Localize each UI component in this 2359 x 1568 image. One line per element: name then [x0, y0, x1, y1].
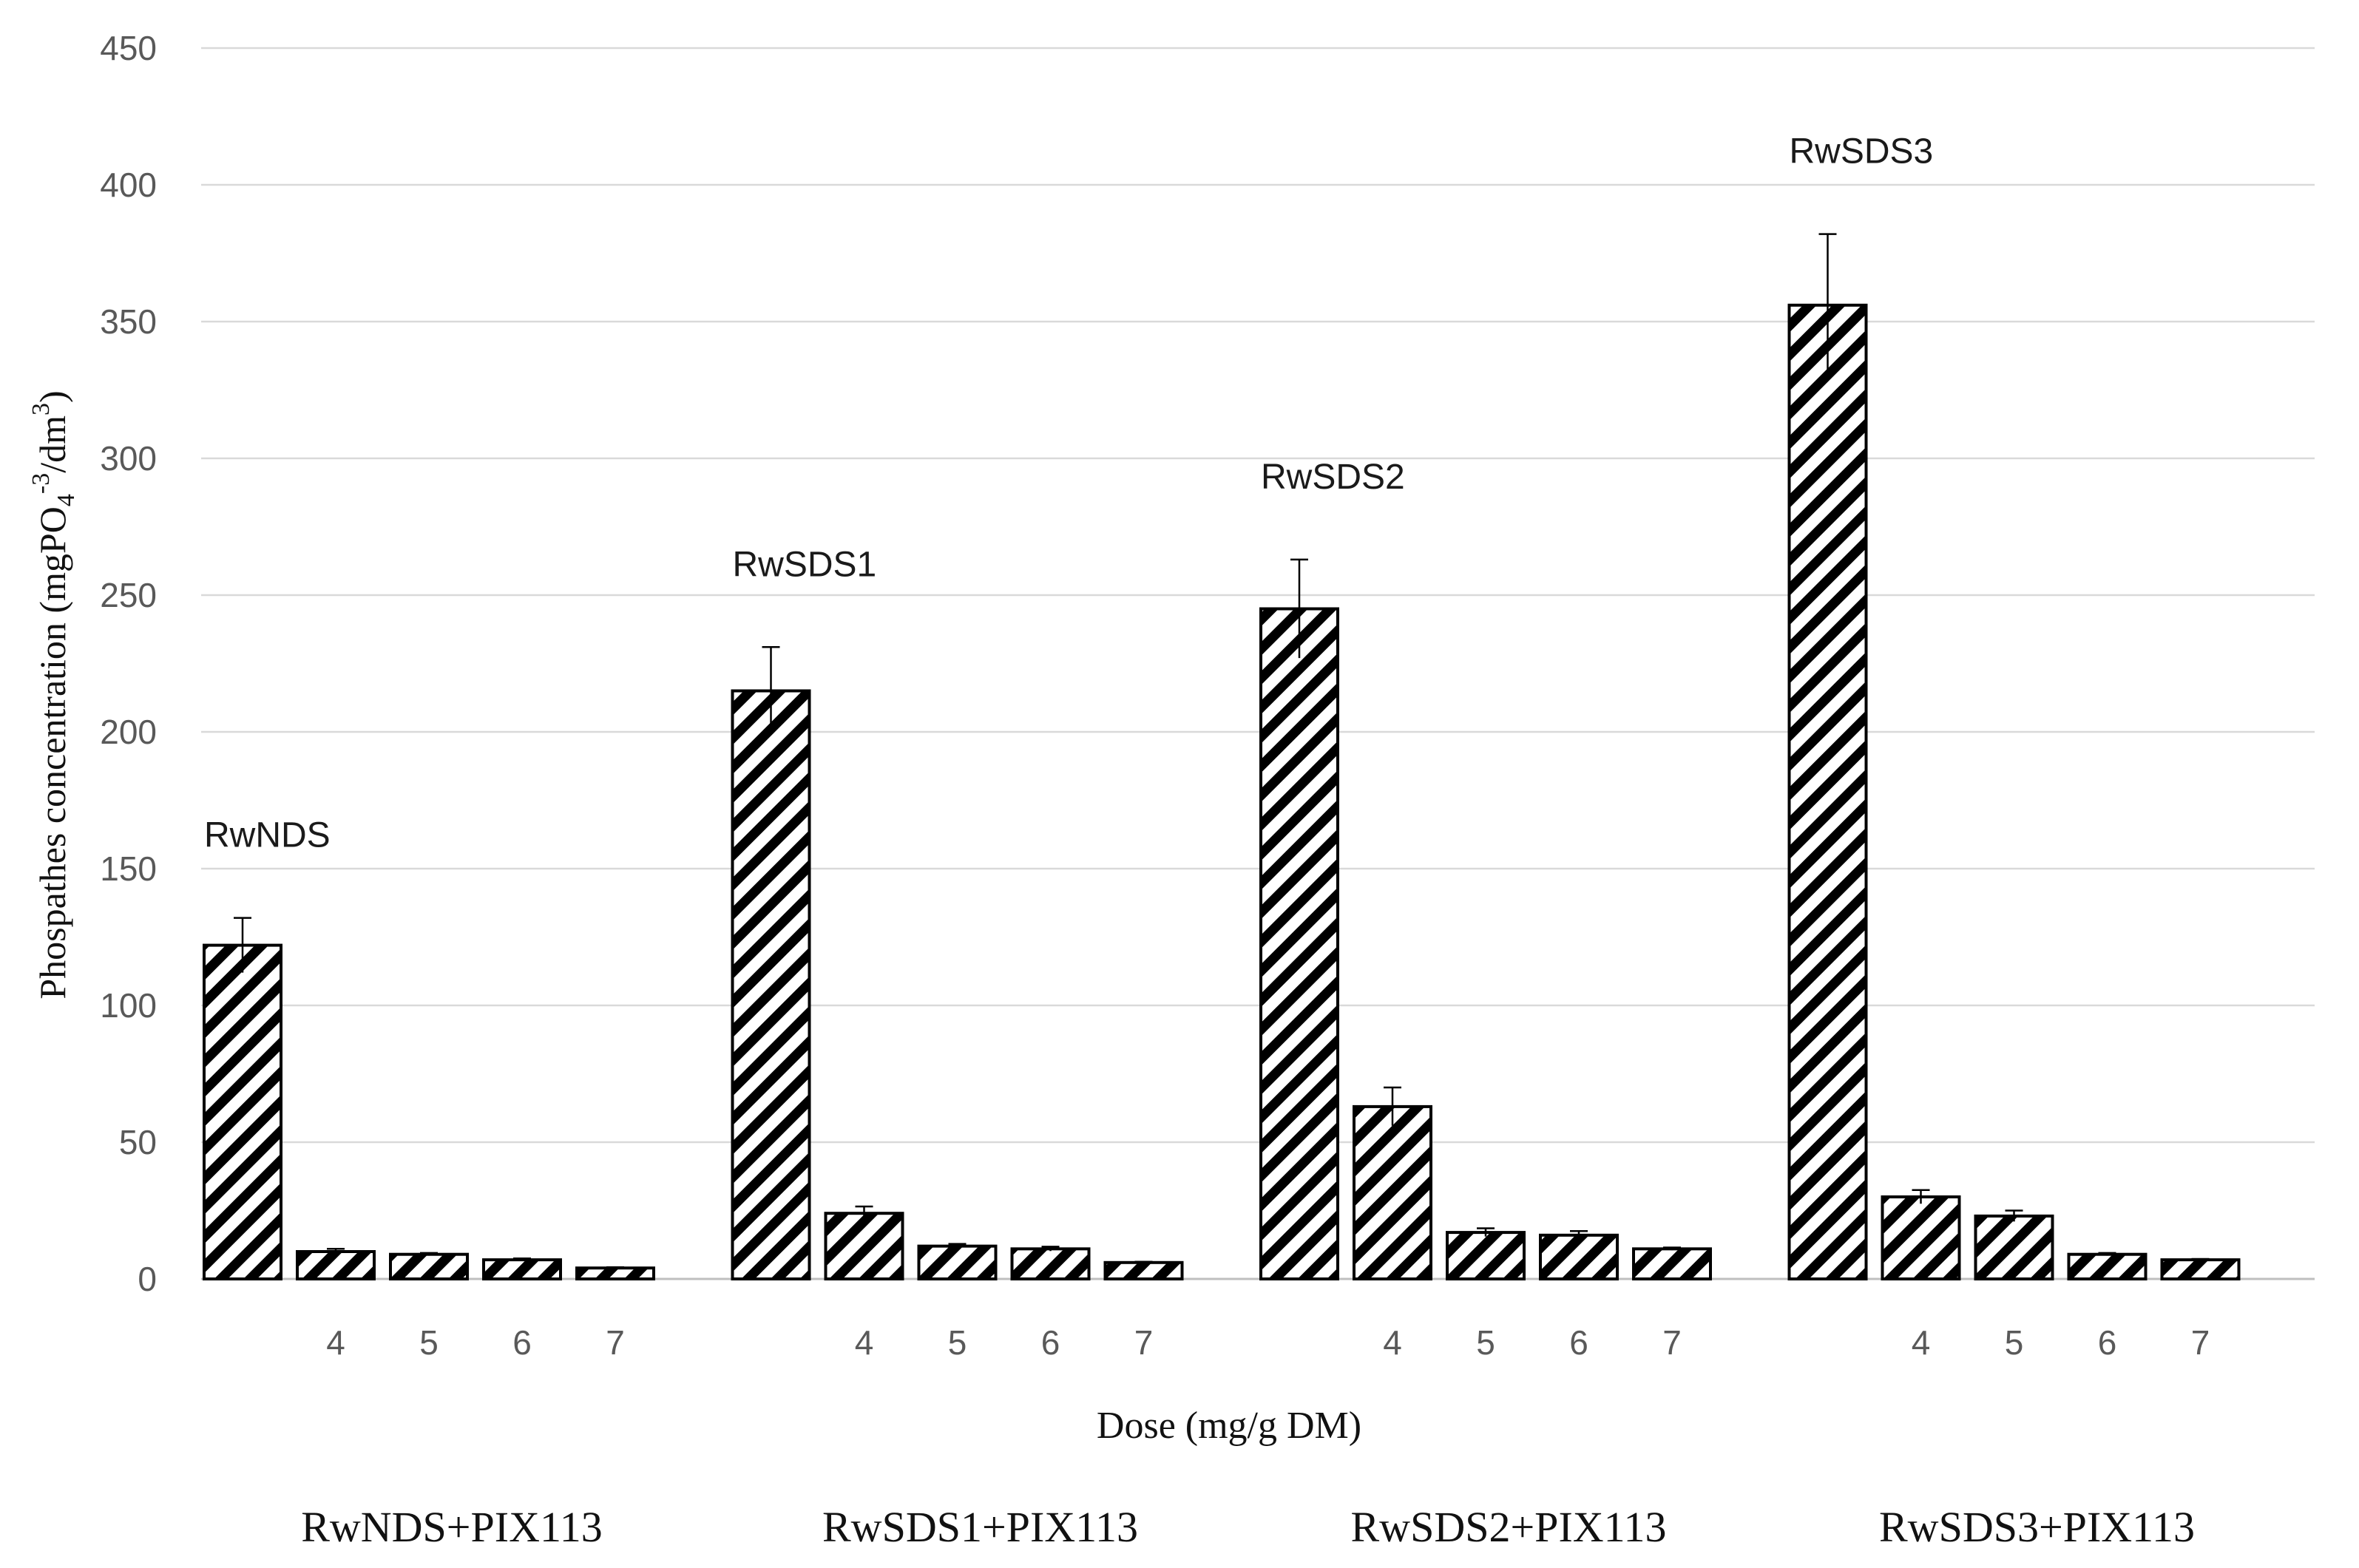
bar-annotation: RwSDS2 [1261, 458, 1405, 497]
bar [1539, 1233, 1619, 1281]
y-tick-label: 100 [100, 986, 157, 1025]
x-axis-label: Dose (mg/g DM) [1097, 1405, 1361, 1447]
y-tick-label: 150 [100, 849, 157, 888]
bar [1974, 1214, 2054, 1281]
bar-annotation: RwNDS [204, 816, 331, 855]
x-tick-label: 4 [1383, 1323, 1402, 1362]
bar [1881, 1195, 1961, 1280]
bar [1632, 1247, 1712, 1281]
y-tick-label: 0 [138, 1260, 157, 1298]
y-tick-label: 350 [100, 302, 157, 341]
bar [824, 1212, 904, 1280]
x-tick-label: 6 [512, 1323, 532, 1362]
bar [1446, 1231, 1526, 1280]
x-tick-label: 4 [326, 1323, 345, 1362]
labels: 4 5 6 7 RwNDS RwNDS+PIX113 4 5 6 7 RwSDS1 RwSDS1+PI… [204, 132, 2210, 1551]
bar [389, 1252, 469, 1280]
bar [1353, 1104, 1432, 1281]
bar [2067, 1252, 2148, 1280]
bar [731, 689, 811, 1280]
x-tick-label: 7 [1134, 1323, 1154, 1362]
bar [296, 1250, 376, 1280]
bar [482, 1258, 562, 1280]
y-tick-label: 300 [100, 439, 157, 478]
group-label: RwSDS1+PIX113 [822, 1503, 1138, 1551]
group-label: RwNDS+PIX113 [301, 1503, 603, 1551]
y-tick-label: 450 [100, 29, 157, 67]
x-tick-label: 7 [1662, 1323, 1682, 1362]
x-tick-label: 4 [1912, 1323, 1931, 1362]
bar-annotation: RwSDS3 [1790, 132, 1934, 172]
bar [1259, 607, 1339, 1280]
gridlines [201, 47, 2315, 1280]
bar [203, 943, 282, 1280]
x-tick-label: 6 [1569, 1323, 1588, 1362]
x-tick-label: 5 [2005, 1323, 2024, 1362]
y-tick-label: 400 [100, 166, 157, 204]
x-tick-label: 6 [2098, 1323, 2117, 1362]
y-tick-label: 50 [119, 1123, 157, 1161]
y-axis-ticks: 0 50 100 150 200 250 300 350 400 450 [100, 29, 157, 1298]
bars [203, 233, 2241, 1281]
group-label: RwSDS2+PIX113 [1351, 1503, 1667, 1551]
bar [2160, 1258, 2241, 1280]
y-tick-label: 200 [100, 713, 157, 751]
bar [917, 1244, 998, 1280]
x-tick-label: 4 [855, 1323, 874, 1362]
x-tick-label: 6 [1041, 1323, 1060, 1362]
y-axis-label: Phospathes concentration (mgPO4-3/dm3) [27, 390, 80, 999]
bar [1103, 1260, 1184, 1281]
bar [575, 1266, 655, 1280]
bar [1010, 1247, 1091, 1281]
x-tick-label: 7 [606, 1323, 625, 1362]
x-tick-label: 7 [2191, 1323, 2210, 1362]
x-tick-label: 5 [1476, 1323, 1495, 1362]
y-tick-label: 250 [100, 576, 157, 614]
bar [1787, 303, 1868, 1280]
x-tick-label: 5 [948, 1323, 967, 1362]
x-tick-label: 5 [419, 1323, 439, 1362]
bar-annotation: RwSDS1 [733, 545, 877, 584]
group-label: RwSDS3+PIX113 [1879, 1503, 2195, 1551]
